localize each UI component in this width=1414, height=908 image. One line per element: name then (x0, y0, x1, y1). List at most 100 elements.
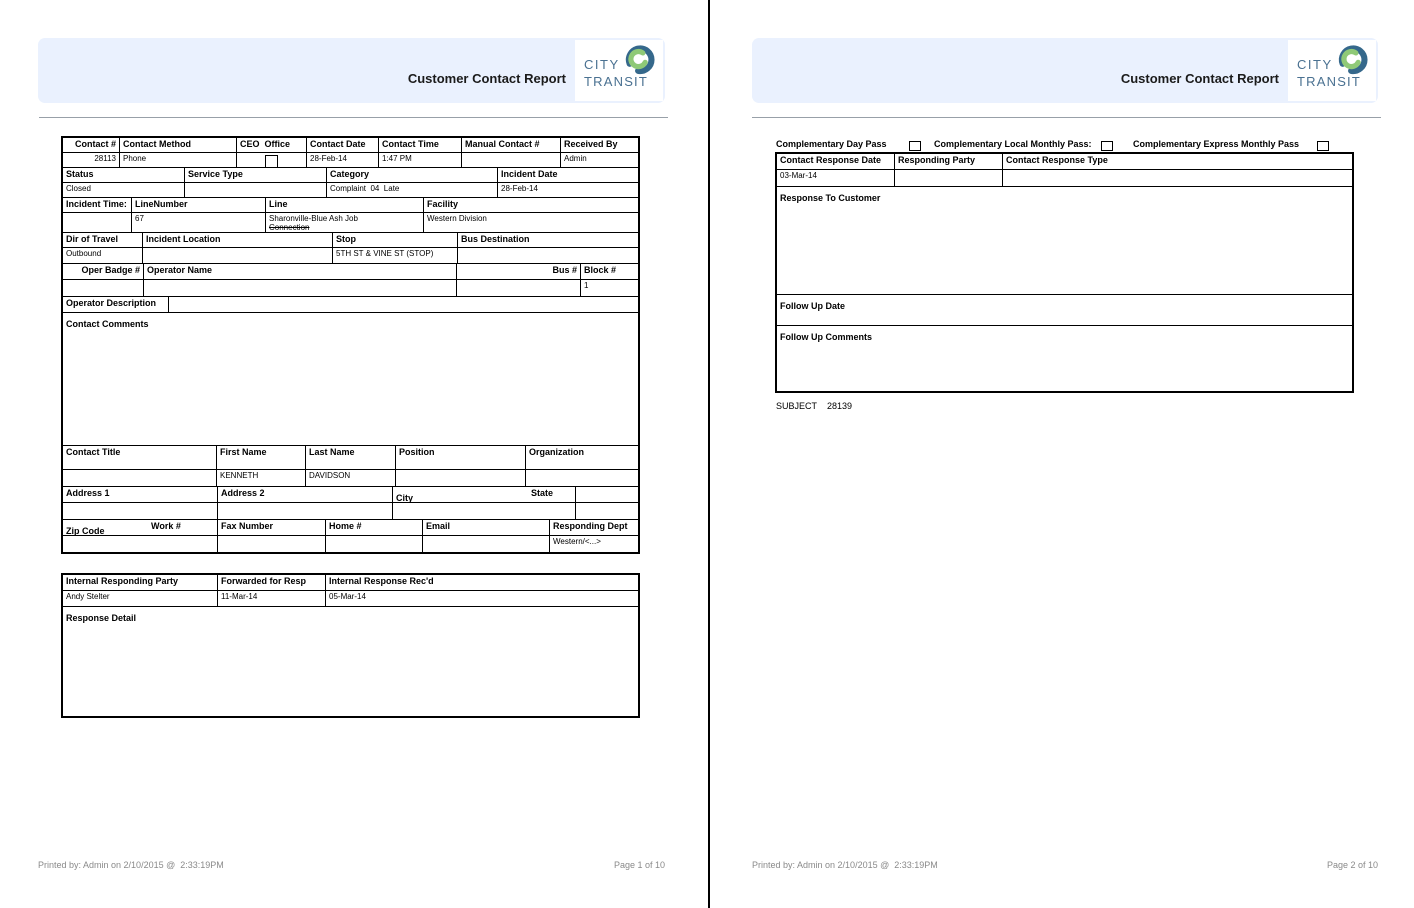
address2-label: Address 2 (218, 487, 393, 502)
complementary-day-pass-checkbox[interactable] (909, 141, 921, 151)
logo-text-city: CITY (1297, 57, 1333, 72)
manual-contact-value (462, 153, 561, 167)
follow-up-date-area: Follow Up Date (777, 295, 1352, 325)
contact-comments-area: Contact Comments (63, 313, 638, 445)
transit-swirl-icon (625, 45, 655, 75)
complementary-express-monthly-pass-label: Complementary Express Monthly Pass (1133, 139, 1300, 149)
status-label: Status (63, 168, 185, 182)
incident-time-value (63, 213, 132, 232)
stop-value: 5TH ST & VINE ST (STOP) (333, 248, 458, 263)
dir-of-travel-value: Outbound (63, 248, 143, 263)
bus-number-label: Bus # (457, 264, 581, 279)
page-number-text: Page 1 of 10 (613, 860, 665, 870)
printed-by-text: Printed by: Admin on 2/10/2015 @ 2:33:19… (38, 860, 224, 870)
stop-label: Stop (333, 233, 458, 247)
address2-value (218, 503, 393, 519)
internal-response-recd-value: 05-Mar-14 (329, 592, 366, 601)
response-to-customer-label: Response To Customer (780, 193, 881, 203)
transit-swirl-icon (1338, 45, 1368, 75)
responding-dept-value: Western/<...> (553, 537, 601, 546)
city-transit-logo: CITY TRANSIT (1288, 40, 1376, 101)
manual-contact-label: Manual Contact # (462, 138, 561, 152)
received-by-value: Admin (564, 154, 587, 163)
category-value: Complaint 04 Late (327, 183, 498, 197)
incident-location-label: Incident Location (143, 233, 333, 247)
work-number-label: Work # (151, 521, 181, 531)
contact-title-value (63, 470, 217, 486)
header-rule (39, 117, 668, 118)
contact-response-type-value (1003, 170, 1352, 186)
header-rule (752, 117, 1381, 118)
bus-destination-label: Bus Destination (461, 234, 530, 244)
follow-up-date-label: Follow Up Date (780, 301, 845, 311)
operator-name-label: Operator Name (144, 264, 457, 279)
responding-dept-label: Responding Dept (553, 521, 628, 531)
responding-party-value (895, 170, 1003, 186)
block-number-value: 1 (584, 281, 589, 290)
fax-number-value (218, 536, 326, 552)
ceo-office-checkbox[interactable] (265, 155, 278, 168)
organization-label: Organization (529, 447, 585, 457)
contact-title-label: Contact Title (63, 446, 217, 469)
contact-response-date-value: 03-Mar-14 (777, 170, 895, 186)
line-value-text: Sharonville-Blue Ash Job (269, 214, 358, 223)
first-name-label: First Name (217, 446, 306, 469)
status-value: Closed (63, 183, 185, 197)
logo-text-transit: TRANSIT (1297, 74, 1362, 89)
home-number-value (326, 536, 423, 552)
city-transit-logo: CITY TRANSIT (575, 40, 663, 101)
printed-by-text: Printed by: Admin on 2/10/2015 @ 2:33:19… (752, 860, 938, 870)
address1-value (63, 503, 218, 519)
contact-comments-label: Contact Comments (66, 319, 149, 329)
operator-description-value (169, 297, 638, 312)
bus-destination-value (458, 248, 638, 263)
facility-label: Facility (427, 199, 459, 209)
contact-response-date-label: Contact Response Date (777, 154, 895, 169)
home-number-label: Home # (326, 520, 423, 535)
internal-responding-party-value: Andy Stelter (63, 591, 218, 606)
line-label: Line (266, 198, 424, 212)
complementary-local-monthly-pass-checkbox[interactable] (1101, 141, 1113, 151)
service-type-label: Service Type (185, 168, 327, 182)
subject-label: SUBJECT (776, 401, 818, 411)
header-band: Customer Contact Report CITY TRANSIT (38, 38, 665, 103)
contact-method-label: Contact Method (120, 138, 237, 152)
received-by-label: Received By (564, 139, 618, 149)
zip-work-label-cell: Zip Code Work # (63, 520, 218, 536)
complementary-express-monthly-pass-checkbox[interactable] (1317, 141, 1329, 151)
organization-value (526, 470, 638, 486)
response-detail-label: Response Detail (66, 613, 137, 623)
incident-date-label: Incident Date (501, 169, 558, 179)
responding-party-label: Responding Party (895, 154, 1003, 169)
logo-text-transit: TRANSIT (584, 74, 649, 89)
contact-date-label: Contact Date (307, 138, 379, 152)
city-value (393, 503, 576, 519)
bus-number-value (457, 280, 581, 296)
subject-number: 28139 (827, 401, 853, 411)
response-to-customer-area: Response To Customer (777, 187, 1352, 294)
report-page-1: Customer Contact Report CITY TRANSIT Con… (38, 38, 668, 870)
contact-time-label: Contact Time (379, 138, 462, 152)
complementary-passes-row: Complementary Day Pass Complementary Loc… (711, 139, 1414, 153)
fax-number-label: Fax Number (218, 520, 326, 535)
page-title: Customer Contact Report (407, 71, 566, 86)
operator-name-value (144, 280, 457, 296)
contact-time-value: 1:47 PM (379, 153, 462, 167)
contact-number-label: Contact # (63, 138, 120, 152)
line-value-overflow-text: Connection (269, 223, 310, 232)
dir-of-travel-label: Dir of Travel (63, 233, 143, 247)
category-label: Category (327, 168, 498, 182)
ceo-office-label: CEO Office (237, 138, 307, 152)
oper-badge-value (63, 280, 144, 296)
complementary-day-pass-label: Complementary Day Pass (776, 139, 887, 149)
address1-label: Address 1 (63, 487, 218, 502)
position-value (396, 470, 526, 486)
incident-location-value (143, 248, 333, 263)
line-number-label: LineNumber (132, 198, 266, 212)
operator-description-label: Operator Description (63, 297, 169, 312)
report-page-2: Customer Contact Report CITY TRANSIT Com… (711, 0, 1414, 908)
position-label: Position (396, 446, 526, 469)
response-detail-area: Response Detail (63, 607, 638, 716)
line-number-value: 67 (132, 213, 266, 232)
zip-code-label: Zip Code (66, 526, 105, 536)
